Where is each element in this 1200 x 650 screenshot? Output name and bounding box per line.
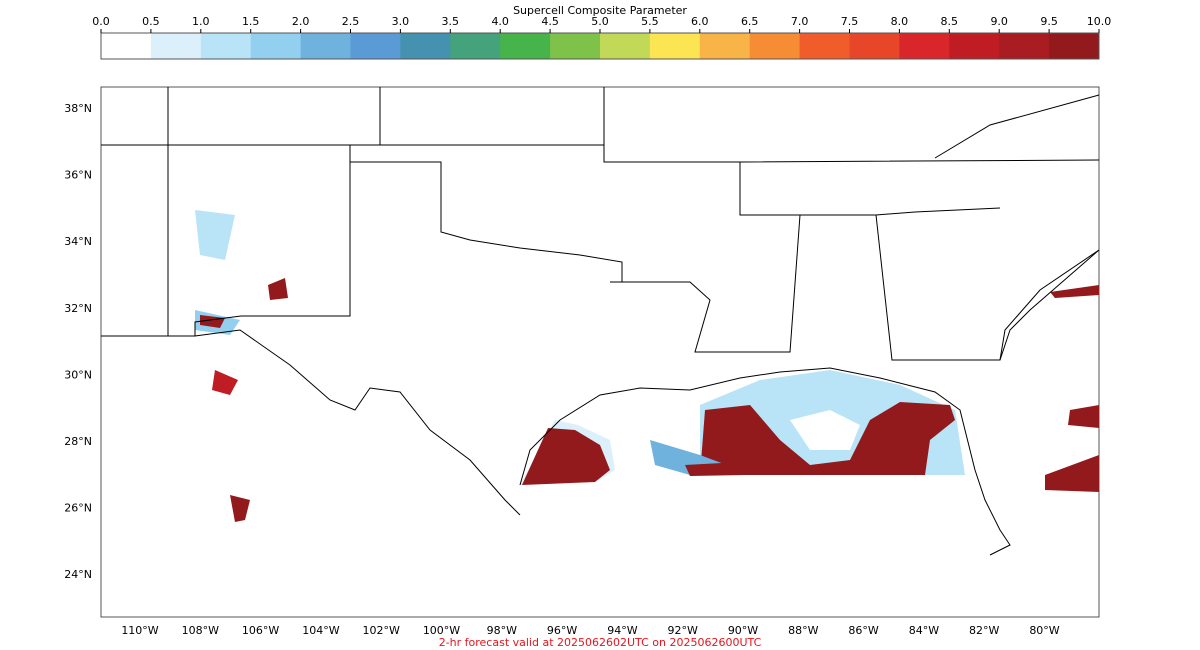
colorbar-tick-label: 6.5 (741, 15, 759, 28)
colorbar-tick-label: 10.0 (1087, 15, 1112, 28)
colorbar-swatch (350, 33, 401, 59)
lon-label: 108°W (182, 624, 219, 637)
lon-label: 106°W (242, 624, 279, 637)
colorbar-swatch (1049, 33, 1100, 59)
colorbar-swatch (949, 33, 1000, 59)
lon-label: 110°W (121, 624, 158, 637)
colorbar-tick-label: 5.0 (591, 15, 609, 28)
colorbar-tick-label: 4.0 (491, 15, 509, 28)
colorbar-swatch (200, 33, 252, 59)
lon-label: 80°W (1029, 624, 1059, 637)
colorbar: 0.0 0.5 1.0 1.5 2.0 2.5 3.0 3.5 4.0 4.5 5.0 5.5 6.0 6… (92, 15, 1112, 60)
lon-label: 88°W (788, 624, 818, 637)
colorbar-swatch (150, 33, 202, 59)
lon-label: 82°W (969, 624, 999, 637)
lon-label: 94°W (607, 624, 637, 637)
colorbar-title: Supercell Composite Parameter (513, 4, 687, 17)
lat-label: 26°N (64, 502, 92, 515)
colorbar-swatch (799, 33, 850, 59)
colorbar-swatch (450, 33, 501, 59)
lat-label: 32°N (64, 302, 92, 315)
colorbar-tick-label: 9.5 (1040, 15, 1058, 28)
colorbar-tick-label: 2.5 (342, 15, 360, 28)
colorbar-tick-label: 5.5 (641, 15, 659, 28)
footer: 2-hr forecast valid at 2025062602UTC on … (439, 636, 762, 649)
colorbar-tick-label: 0.0 (92, 15, 110, 28)
lon-label: 96°W (547, 624, 577, 637)
colorbar-swatch (899, 33, 950, 59)
colorbar-swatch (699, 33, 751, 59)
colorbar-tick-label: 7.0 (791, 15, 809, 28)
lon-label: 84°W (909, 624, 939, 637)
lat-labels: 38°N 36°N 34°N 32°N 30°N 28°N 26°N 24°N (64, 102, 92, 581)
colorbar-tick-label: 8.0 (891, 15, 909, 28)
colorbar-tick-label: 1.5 (242, 15, 260, 28)
colorbar-swatch (500, 33, 551, 59)
colorbar-tick-label: 7.5 (841, 15, 859, 28)
colorbar-tick-label: 3.0 (392, 15, 410, 28)
lon-label: 92°W (668, 624, 698, 637)
colorbar-swatch (300, 33, 351, 59)
lon-labels: 110°W 108°W 106°W 104°W 102°W 100°W 98°W 96°W 94… (121, 624, 1059, 637)
colorbar-tick-label: 6.0 (691, 15, 709, 28)
colorbar-tick-label: 4.5 (541, 15, 559, 28)
lon-label: 90°W (728, 624, 758, 637)
lon-label: 104°W (302, 624, 339, 637)
lon-label: 102°W (363, 624, 400, 637)
lon-label: 98°W (487, 624, 517, 637)
lat-label: 36°N (64, 169, 92, 182)
lon-label: 100°W (423, 624, 460, 637)
colorbar-swatch (849, 33, 900, 59)
colorbar-swatch (250, 33, 302, 59)
colorbar-tick-label: 9.0 (990, 15, 1008, 28)
colorbar-swatch (400, 33, 451, 59)
colorbar-swatch (749, 33, 801, 59)
colorbar-swatch (649, 33, 701, 59)
lat-label: 34°N (64, 235, 92, 248)
lon-label: 86°W (848, 624, 878, 637)
colorbar-tick-label: 8.5 (941, 15, 959, 28)
lat-label: 38°N (64, 102, 92, 115)
colorbar-swatch (999, 33, 1050, 59)
colorbar-swatch (600, 33, 651, 59)
colorbar-swatch (550, 33, 601, 59)
map-fields (195, 210, 1099, 522)
colorbar-swatch (101, 33, 152, 59)
lat-label: 24°N (64, 568, 92, 581)
lat-label: 28°N (64, 435, 92, 448)
colorbar-tick-label: 3.5 (442, 15, 460, 28)
map-frame (100, 86, 1100, 618)
colorbar-tick-label: 1.0 (192, 15, 210, 28)
boundaries (101, 87, 1100, 556)
colorbar-tick-label: 2.0 (292, 15, 310, 28)
colorbar-tick-label: 0.5 (142, 15, 160, 28)
lat-label: 30°N (64, 368, 92, 381)
